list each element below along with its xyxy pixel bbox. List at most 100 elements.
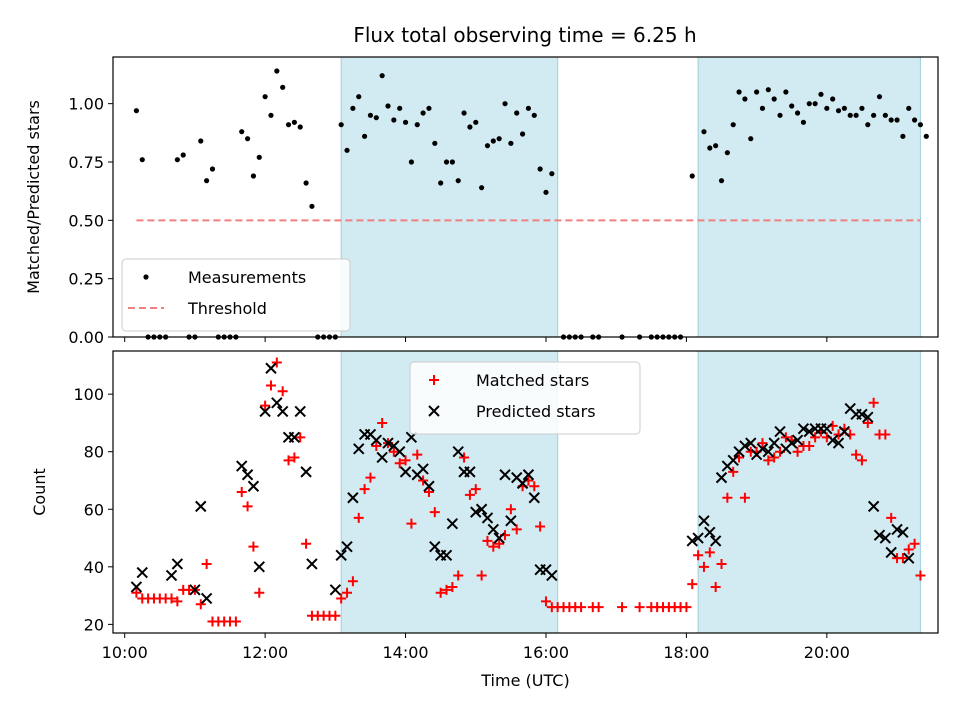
data-point [722, 492, 733, 503]
data-point [514, 110, 520, 116]
data-point [359, 484, 370, 495]
data-point [917, 122, 924, 128]
legend: Measurements Threshold [121, 258, 351, 332]
data-point [873, 529, 886, 541]
data-point [742, 96, 748, 102]
data-point [353, 443, 365, 455]
data-point [484, 143, 491, 149]
data-point [488, 541, 499, 552]
data-point [426, 105, 432, 111]
data-point [867, 500, 880, 513]
data-point [236, 460, 248, 472]
data-point [399, 466, 412, 478]
data-point [242, 501, 253, 512]
data-point [791, 434, 804, 446]
data-point [505, 515, 517, 527]
data-point [821, 422, 833, 435]
data-point [306, 558, 318, 570]
data-point [440, 549, 453, 562]
x-tick-label: 14:00 [382, 643, 428, 662]
data-point [762, 446, 775, 458]
data-point [777, 112, 783, 118]
shaded-interval [340, 56, 559, 338]
x-tick-label: 12:00 [242, 643, 288, 662]
axes-frame [112, 56, 939, 338]
data-point [693, 550, 704, 561]
legend-marker [429, 375, 439, 385]
data-point [479, 185, 485, 191]
data-point [285, 122, 292, 128]
data-point [241, 469, 254, 481]
data-point [467, 124, 473, 130]
chart-panel-2: 20 40 60 80 100 10:00 12:00 14:00 16:00 18:00 20:0… [30, 350, 939, 690]
x-axis-label: Time (UTC) [480, 671, 569, 690]
data-point [716, 558, 727, 569]
data-point [885, 546, 897, 559]
data-point [745, 437, 757, 449]
data-point [880, 429, 891, 440]
data-point [236, 487, 247, 497]
data-point [166, 593, 177, 604]
data-point [789, 103, 795, 109]
data-point [347, 576, 358, 587]
data-point [295, 432, 306, 443]
data-point [739, 440, 751, 452]
data-point [441, 584, 452, 595]
data-point [856, 408, 868, 421]
data-point [250, 173, 257, 179]
data-point [262, 94, 268, 100]
data-point [891, 523, 903, 536]
data-point [525, 105, 532, 111]
data-point [765, 87, 771, 93]
data-point [259, 405, 271, 418]
data-point [402, 119, 409, 125]
data-point [871, 112, 877, 118]
data-point [476, 570, 487, 581]
data-point [698, 561, 709, 572]
data-point [537, 166, 543, 172]
figure-title: Flux total observing time = 6.25 h [353, 23, 696, 47]
data-point [856, 455, 867, 466]
data-point [812, 101, 818, 107]
data-point [769, 452, 780, 463]
data-point [277, 386, 288, 397]
data-point [195, 599, 206, 610]
legend: Matched stars Predicted stars [409, 361, 641, 435]
data-point [289, 452, 300, 463]
data-point [832, 437, 845, 449]
data-point [897, 526, 909, 538]
data-point [529, 481, 540, 492]
data-point [701, 129, 707, 135]
data-point [718, 178, 725, 184]
data-point [130, 581, 143, 593]
data-point [344, 147, 350, 153]
data-point [689, 173, 695, 179]
data-point [774, 425, 786, 438]
data-point [757, 438, 768, 449]
data-point [367, 112, 374, 118]
data-point [876, 94, 883, 100]
data-point [174, 157, 180, 163]
data-point [727, 454, 739, 467]
data-point [438, 180, 444, 186]
shaded-interval [697, 56, 921, 338]
data-point [531, 112, 537, 118]
data-point [903, 552, 915, 564]
data-point [412, 449, 423, 460]
data-point [862, 411, 874, 423]
data-point [248, 541, 259, 552]
data-point [301, 538, 312, 549]
data-point [800, 119, 807, 125]
data-point [810, 432, 821, 443]
y-tick-label: 0.00 [68, 328, 104, 347]
data-point [336, 593, 347, 604]
data-point [710, 581, 721, 592]
data-point [739, 492, 750, 503]
shaded-interval [697, 350, 921, 634]
data-point [709, 535, 722, 547]
data-point [841, 105, 847, 111]
data-point [300, 466, 312, 478]
data-point [303, 180, 309, 186]
data-point [376, 451, 388, 464]
data-point [274, 68, 280, 74]
